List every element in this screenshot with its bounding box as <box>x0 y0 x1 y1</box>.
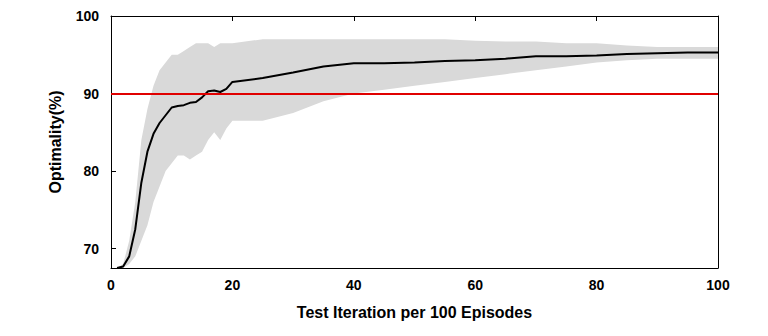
svg-text:80: 80 <box>589 277 605 293</box>
svg-text:70: 70 <box>83 241 99 257</box>
svg-text:40: 40 <box>346 277 362 293</box>
svg-text:Test Iteration per 100 Episode: Test Iteration per 100 Episodes <box>297 304 532 321</box>
svg-text:90: 90 <box>83 86 99 102</box>
svg-text:20: 20 <box>225 277 241 293</box>
svg-text:Optimality(%): Optimality(%) <box>47 90 64 193</box>
svg-text:80: 80 <box>83 163 99 179</box>
svg-text:100: 100 <box>76 8 100 24</box>
svg-text:100: 100 <box>706 277 730 293</box>
svg-text:0: 0 <box>107 277 115 293</box>
svg-text:60: 60 <box>467 277 483 293</box>
